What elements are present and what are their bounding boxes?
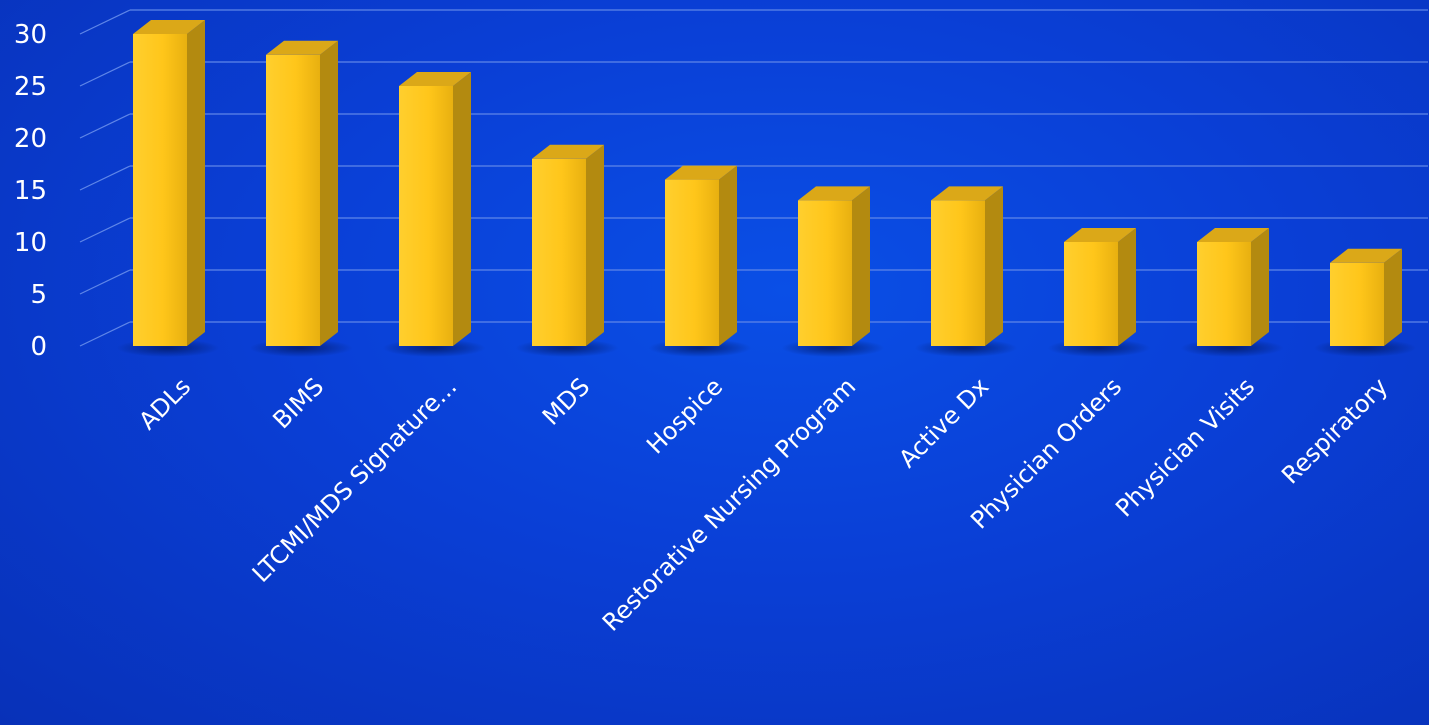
bar-side xyxy=(852,186,870,346)
bar-top xyxy=(133,20,205,34)
x-category-label: Physician Visits xyxy=(1110,372,1260,522)
bar-top xyxy=(1197,228,1269,242)
x-category-label: Respiratory xyxy=(1276,372,1393,489)
bar-side xyxy=(586,144,604,346)
bar-top xyxy=(266,40,338,55)
gridline-diagonal xyxy=(79,113,131,139)
bar-top xyxy=(1064,228,1136,242)
y-tick-label: 0 xyxy=(30,332,47,362)
gridline-diagonal xyxy=(79,61,131,87)
bar xyxy=(1197,242,1251,346)
bar xyxy=(1330,262,1384,346)
y-axis-tick-labels: 0 5 10 15 20 25 30 xyxy=(14,20,47,362)
bar-top xyxy=(798,186,870,201)
gridline-diagonal xyxy=(79,269,131,295)
y-tick-label: 20 xyxy=(14,124,47,154)
bar-side xyxy=(320,40,338,347)
gridline-diagonal xyxy=(79,165,131,191)
bar-top xyxy=(931,186,1003,201)
bar-top xyxy=(665,165,737,180)
gridline-diagonal xyxy=(79,217,131,243)
x-category-label: ADLs xyxy=(133,372,196,435)
x-category-label: MDS xyxy=(537,372,595,430)
bar-top xyxy=(532,144,604,159)
bar xyxy=(665,179,719,346)
bar-side xyxy=(1384,248,1402,346)
x-category-label: BIMS xyxy=(267,372,329,434)
x-category-label: Restorative Nursing Program xyxy=(597,372,861,636)
x-category-label: Hospice xyxy=(641,372,728,459)
bar-side xyxy=(719,165,737,346)
y-tick-label: 25 xyxy=(14,72,47,102)
bar-side xyxy=(453,72,471,346)
x-category-label: Active Dx xyxy=(893,372,994,473)
bar xyxy=(1064,242,1118,346)
gridline-diagonal xyxy=(79,9,131,35)
bar-side xyxy=(187,20,205,346)
bar xyxy=(532,158,586,346)
bar xyxy=(798,200,852,346)
bar-side xyxy=(1251,228,1269,346)
bar xyxy=(399,86,453,346)
y-tick-label: 15 xyxy=(14,176,47,206)
bar xyxy=(266,54,320,347)
bar-side xyxy=(1118,228,1136,346)
bars xyxy=(116,20,1417,357)
bar-top xyxy=(399,72,471,86)
gridlines xyxy=(79,9,1428,347)
y-tick-label: 5 xyxy=(30,280,47,310)
bar xyxy=(931,200,985,346)
gridline-diagonal xyxy=(79,321,131,347)
y-tick-label: 30 xyxy=(14,20,47,50)
bar-side xyxy=(985,186,1003,346)
y-tick-label: 10 xyxy=(14,228,47,258)
bar-top xyxy=(1330,248,1402,263)
bar xyxy=(133,34,187,346)
